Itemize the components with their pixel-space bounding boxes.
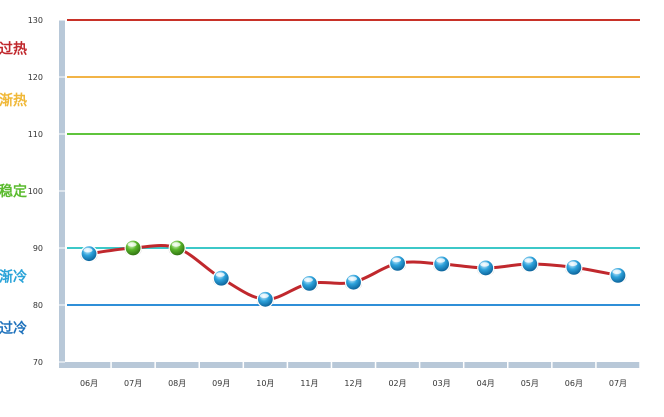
axes-layer: 70 80 90 100 110 120 130 06月 07月 08月 09月 10月 11月 12月 0…	[28, 16, 641, 388]
data-point-gloss	[259, 293, 269, 298]
data-point-gloss	[568, 261, 578, 267]
x-tick-label: 03月	[433, 379, 451, 388]
reference-lines-layer	[67, 19, 640, 306]
data-point-gloss	[392, 257, 402, 263]
y-tick-label: 70	[33, 358, 43, 367]
zone-label: 过热	[0, 41, 27, 58]
y-tick-label: 90	[33, 244, 43, 253]
x-tick-label: 11月	[300, 379, 318, 388]
data-point-gloss	[524, 258, 534, 263]
y-tick-label: 110	[28, 130, 43, 139]
x-tick-label: 02月	[388, 379, 406, 388]
zone-label: 稳定	[0, 183, 27, 200]
zone-label: 渐冷	[0, 269, 27, 286]
x-tick-label: 09月	[212, 379, 230, 388]
series-layer	[87, 244, 620, 301]
y-tick-label: 120	[28, 73, 43, 82]
data-point-gloss	[83, 248, 93, 253]
zone-label: 过冷	[0, 320, 27, 337]
data-point-gloss	[612, 269, 622, 275]
x-tick-label: 04月	[477, 379, 495, 388]
series-line	[87, 244, 620, 301]
y-tick-label: 80	[33, 301, 43, 310]
x-axis-bar	[59, 362, 640, 368]
markers-layer	[80, 239, 627, 308]
data-point-gloss	[436, 258, 446, 263]
data-point-gloss	[480, 262, 490, 267]
x-tick-label: 08月	[168, 379, 186, 388]
data-point-gloss	[171, 242, 181, 247]
data-point-gloss	[215, 272, 225, 277]
data-point-gloss	[348, 276, 357, 281]
x-tick-label: 07月	[609, 379, 627, 388]
y-tick-label: 100	[28, 187, 43, 196]
y-tick-label: 130	[28, 16, 43, 25]
zone-label: 渐热	[0, 92, 27, 109]
data-point-gloss	[127, 242, 137, 247]
x-tick-label: 07月	[124, 379, 142, 388]
y-axis-bar	[59, 20, 65, 368]
x-tick-label: 06月	[80, 379, 98, 388]
x-tick-label: 06月	[565, 379, 583, 388]
x-tick-label: 10月	[256, 379, 274, 388]
data-point-gloss	[303, 277, 313, 283]
x-tick-label: 12月	[344, 379, 362, 388]
x-tick-label: 05月	[521, 379, 539, 388]
